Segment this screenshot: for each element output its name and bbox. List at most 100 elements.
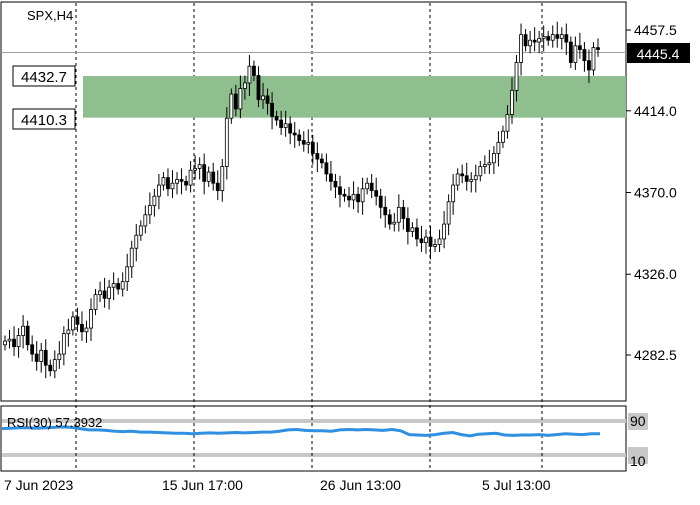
candle-body [175, 179, 179, 184]
candle-body [596, 47, 600, 50]
candle-body [279, 119, 284, 128]
current-price-value: 4445.4 [637, 46, 680, 62]
main-chart-frame [0, 1, 627, 402]
candle-body [401, 206, 406, 219]
candle-body [564, 34, 569, 43]
candle-body [39, 349, 44, 362]
candle-body [211, 171, 216, 184]
candle-body [482, 164, 487, 167]
candle-body [102, 290, 107, 299]
candle-body [446, 201, 451, 225]
candle-body [519, 34, 523, 63]
candle-body [582, 49, 587, 62]
candle-body [197, 164, 202, 169]
candle-body [3, 340, 7, 346]
candle-body [473, 175, 478, 180]
candle-body [428, 236, 433, 247]
candle-body [455, 173, 460, 186]
candle-body [351, 193, 356, 201]
rsi-line [1, 425, 600, 438]
candle-body [319, 158, 324, 164]
candle-body [143, 214, 148, 227]
candle-body [546, 36, 551, 41]
candle-body [501, 130, 505, 143]
price-zone [83, 76, 626, 118]
candle-body [52, 359, 57, 372]
candle-body [98, 290, 102, 296]
candle-body [107, 286, 112, 299]
candle-body [360, 188, 365, 203]
candle-body [329, 173, 333, 182]
candle-body [356, 193, 360, 203]
zone-lower-label: 4410.3 [21, 112, 67, 129]
candle-body [541, 36, 546, 39]
candle-body [405, 218, 410, 232]
candle-body [383, 206, 388, 216]
candle-body [48, 364, 53, 372]
rsi-level-90-tag [628, 413, 648, 430]
candle-body [84, 327, 89, 333]
candle-body [166, 177, 170, 190]
candle-body [16, 335, 21, 348]
candle-body [374, 190, 379, 197]
candle-body [559, 34, 564, 39]
candle-body [491, 153, 496, 164]
candle-body [75, 316, 80, 325]
candle-body [392, 221, 397, 225]
candle-body [342, 193, 347, 197]
price-axis-label: 4414.0 [634, 103, 677, 119]
candle-body [152, 195, 157, 206]
candle-body [12, 338, 16, 348]
candle-body [161, 177, 166, 186]
rsi-level-10-tag [628, 447, 648, 464]
rsi-level-90-band [2, 419, 626, 423]
candle-body [261, 95, 265, 101]
rsi-label: RSI(30) 57.3932 [7, 415, 102, 430]
candle-body [206, 171, 211, 182]
price-axis-label: 4282.5 [634, 347, 677, 363]
time-label-2: 26 Jun 13:00 [320, 477, 401, 493]
candle-body [283, 123, 288, 128]
candle-body [71, 316, 75, 331]
zone-upper-label: 4432.7 [21, 69, 67, 86]
price-axis-label: 4370.0 [634, 185, 677, 201]
time-label-3: 5 Jul 13:00 [482, 477, 551, 493]
candle-body [333, 180, 338, 188]
candle-body [147, 205, 152, 216]
zone-lower-label-box [12, 108, 76, 130]
candle-body [577, 45, 582, 50]
candle-body [419, 238, 424, 244]
candle-body [129, 247, 134, 268]
candle-body [315, 153, 320, 160]
candle-body [510, 89, 514, 115]
candle-body [247, 65, 252, 84]
zone-upper-label-box [12, 65, 76, 87]
candle-body [591, 47, 596, 71]
candle-body [233, 93, 238, 110]
candle-body [179, 179, 184, 182]
candle-body [478, 166, 483, 177]
rsi-frame [0, 405, 627, 472]
candle-body [415, 227, 419, 240]
chart-title: SPX,H4 [27, 8, 73, 23]
candle-body [125, 266, 130, 283]
candle-body [30, 344, 35, 355]
candle-body [220, 166, 225, 192]
candle-body [378, 195, 383, 208]
candle-body [170, 182, 175, 190]
candle-body [202, 164, 207, 182]
candle-body [184, 180, 188, 186]
price-axis-label: 4457.5 [634, 22, 677, 38]
candle-body [243, 82, 247, 89]
candle-body [256, 75, 261, 101]
price-axis-label: 4326.0 [634, 266, 677, 282]
candle-body [252, 65, 256, 76]
candle-body [238, 88, 243, 110]
rsi-level-10-band [2, 453, 626, 457]
candle-body [369, 182, 374, 192]
candle-body [301, 140, 306, 145]
candle-body [442, 223, 446, 240]
candle-body [487, 162, 492, 166]
